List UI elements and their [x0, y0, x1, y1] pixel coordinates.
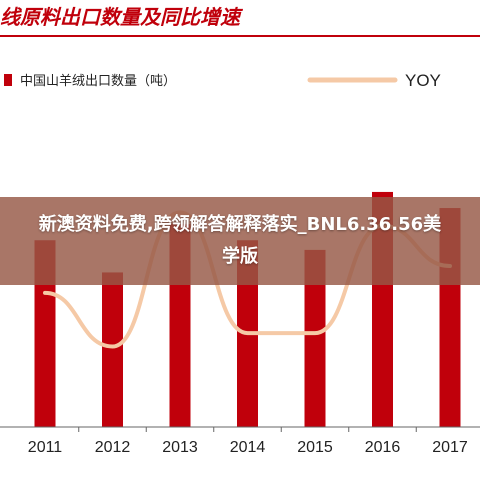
bar-2015 [304, 249, 326, 427]
title-divider [0, 35, 480, 37]
bars [34, 191, 461, 427]
legend-bar-swatch [4, 74, 12, 86]
x-tick-label-2015: 2015 [297, 439, 333, 456]
x-tick-label-2012: 2012 [95, 439, 131, 456]
chart-title: 线原料出口数量及同比增速 [0, 5, 240, 29]
x-tick-label-2011: 2011 [28, 439, 63, 456]
overlay-banner: 新澳资料免费,跨领解答解释落实_BNL6.36.56美学版 [0, 197, 480, 285]
bar-2012 [102, 272, 123, 427]
x-tick-label-2014: 2014 [230, 439, 266, 456]
legend-bar-label: 中国山羊绒出口数量（吨） [20, 73, 176, 89]
x-tick-label-2017: 2017 [432, 439, 468, 456]
x-tick-label-2016: 2016 [365, 439, 401, 456]
bar-2011 [34, 240, 56, 427]
overlay-banner-text: 新澳资料免费,跨领解答解释落实_BNL6.36.56美学版 [38, 214, 442, 267]
x-tick-label-2013: 2013 [162, 439, 198, 456]
x-tick-labels: 2011 2012 2013 2014 2015 2016 2017 [28, 439, 468, 456]
legend: 中国山羊绒出口数量（吨） YOY [4, 71, 441, 90]
x-ticks [78, 427, 417, 432]
legend-line-label: YOY [405, 71, 441, 90]
